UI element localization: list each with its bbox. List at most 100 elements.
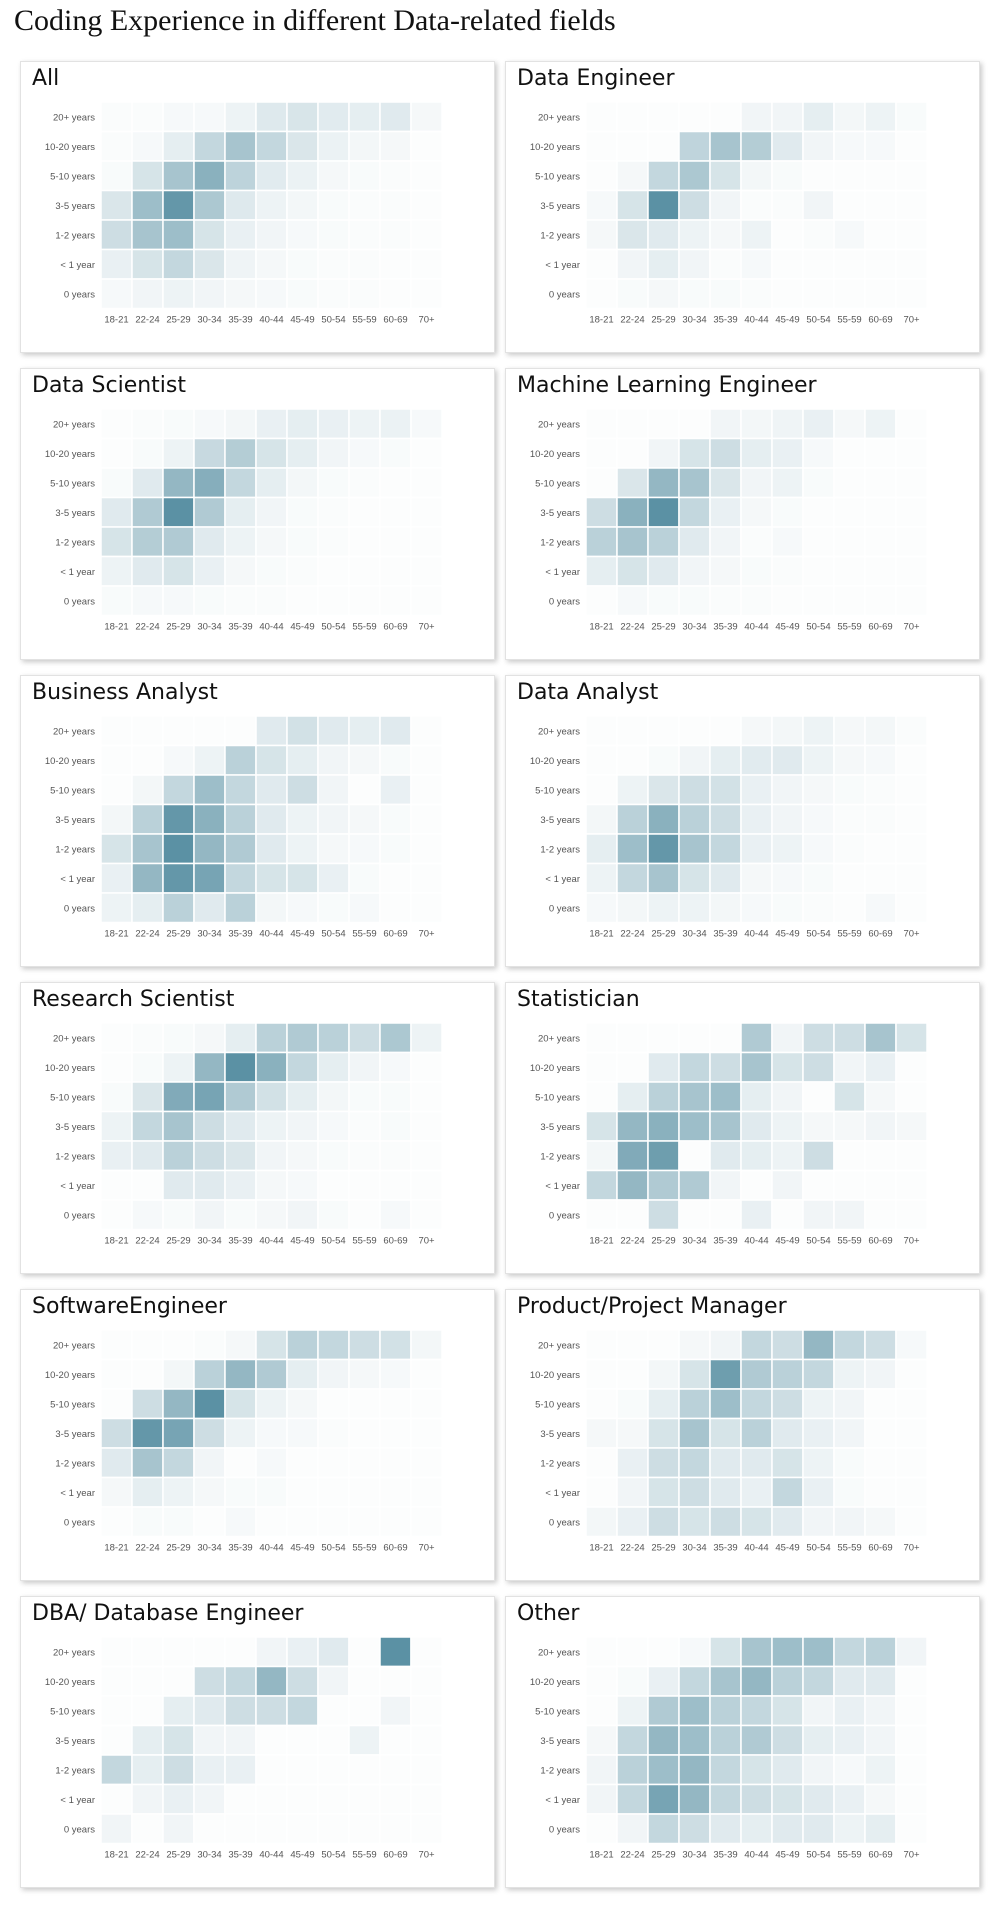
heatmap-cell bbox=[379, 1665, 412, 1697]
heatmap-cell bbox=[678, 1051, 711, 1083]
heatmap-cell bbox=[740, 1506, 773, 1538]
heatmap-panel: Product/Project Manager 20+ years 10-20 ye… bbox=[505, 1289, 980, 1581]
y-tick-label: 0 years bbox=[64, 289, 95, 300]
heatmap-cell bbox=[864, 1665, 897, 1697]
heatmap-cell bbox=[286, 1329, 319, 1361]
x-tick-label: 60-69 bbox=[383, 315, 407, 326]
heatmap-cell bbox=[286, 248, 319, 280]
x-tick-label: 22-24 bbox=[620, 1850, 644, 1861]
heatmap-svg: 20+ years 10-20 years 5-10 years 3-5 years 1… bbox=[45, 715, 443, 940]
x-tick-label: 70+ bbox=[418, 315, 435, 326]
heatmap-cell bbox=[131, 1140, 164, 1172]
heatmap-cell bbox=[379, 892, 412, 924]
heatmap-cell bbox=[585, 1388, 618, 1420]
heatmap-cell bbox=[647, 1140, 680, 1172]
heatmap-cell bbox=[709, 833, 742, 865]
x-tick-label: 60-69 bbox=[868, 1850, 892, 1861]
heatmap-cell bbox=[833, 1051, 866, 1083]
heatmap-cell bbox=[131, 1813, 164, 1845]
x-tick-label: 30-34 bbox=[682, 1543, 706, 1554]
heatmap-cell bbox=[616, 1476, 649, 1508]
heatmap-cell bbox=[286, 1140, 319, 1172]
y-tick-label: < 1 year bbox=[545, 260, 580, 271]
heatmap-cell bbox=[224, 437, 257, 469]
heatmap-cell bbox=[131, 189, 164, 221]
heatmap-cell bbox=[193, 1695, 226, 1727]
heatmap-cell bbox=[162, 585, 195, 617]
heatmap-cell bbox=[193, 892, 226, 924]
heatmap-cell bbox=[585, 1081, 618, 1113]
heatmap-cell bbox=[348, 744, 381, 776]
heatmap-cell bbox=[193, 248, 226, 280]
heatmap-cell bbox=[410, 1140, 443, 1172]
heatmap-cell bbox=[709, 189, 742, 221]
heatmap-cell bbox=[895, 278, 928, 310]
x-tick-label: 40-44 bbox=[744, 622, 768, 633]
heatmap-cell bbox=[709, 1199, 742, 1231]
heatmap-cell bbox=[647, 189, 680, 221]
heatmap-cell bbox=[802, 248, 835, 280]
heatmap-cell bbox=[709, 1476, 742, 1508]
heatmap-cell bbox=[286, 774, 319, 806]
x-tick-label: 18-21 bbox=[589, 622, 613, 633]
heatmap-cell bbox=[709, 101, 742, 133]
heatmap-cell bbox=[678, 1358, 711, 1390]
heatmap-cell bbox=[833, 1022, 866, 1054]
heatmap-cell bbox=[317, 467, 350, 499]
heatmap-cell bbox=[100, 101, 133, 133]
heatmap-cell bbox=[410, 1081, 443, 1113]
heatmap-cell bbox=[379, 1358, 412, 1390]
heatmap-cell bbox=[348, 715, 381, 747]
heatmap-cell bbox=[585, 130, 618, 162]
heatmap-cell bbox=[678, 862, 711, 894]
heatmap-cell bbox=[317, 1022, 350, 1054]
heatmap-cell bbox=[100, 1417, 133, 1449]
heatmap-cell bbox=[616, 467, 649, 499]
heatmap-cell bbox=[162, 1665, 195, 1697]
x-tick-label: 70+ bbox=[418, 1543, 435, 1554]
heatmap-cell bbox=[895, 1169, 928, 1201]
x-tick-label: 18-21 bbox=[104, 622, 128, 633]
heatmap-cell bbox=[740, 1476, 773, 1508]
heatmap-cell bbox=[348, 1665, 381, 1697]
heatmap-cell bbox=[616, 1022, 649, 1054]
heatmap-cell bbox=[286, 862, 319, 894]
heatmap-cell bbox=[100, 130, 133, 162]
heatmap-cell bbox=[864, 715, 897, 747]
heatmap-cell bbox=[771, 248, 804, 280]
heatmap-cell bbox=[317, 248, 350, 280]
heatmap-cell bbox=[647, 1199, 680, 1231]
heatmap-cell bbox=[379, 1636, 412, 1668]
heatmap-cell bbox=[162, 862, 195, 894]
heatmap-cell bbox=[616, 1724, 649, 1756]
x-tick-label: 40-44 bbox=[259, 315, 283, 326]
heatmap-cell bbox=[317, 219, 350, 251]
heatmap-cell bbox=[224, 833, 257, 865]
heatmap-cell bbox=[802, 1417, 835, 1449]
heatmap-cell bbox=[348, 803, 381, 835]
heatmap-cell bbox=[379, 189, 412, 221]
x-tick-label: 45-49 bbox=[775, 315, 799, 326]
heatmap-cell bbox=[802, 408, 835, 440]
heatmap-cell bbox=[833, 408, 866, 440]
heatmap-cell bbox=[255, 467, 288, 499]
heatmap-cell bbox=[802, 130, 835, 162]
heatmap-cell bbox=[647, 1022, 680, 1054]
heatmap-cell bbox=[410, 833, 443, 865]
heatmap-cell bbox=[864, 862, 897, 894]
heatmap-cell bbox=[864, 526, 897, 558]
y-tick-label: 0 years bbox=[64, 1210, 95, 1221]
heatmap-cell bbox=[647, 1447, 680, 1479]
heatmap-cell bbox=[131, 160, 164, 192]
heatmap-cell bbox=[647, 408, 680, 440]
heatmap-cell bbox=[348, 1506, 381, 1538]
heatmap-cell bbox=[286, 892, 319, 924]
heatmap-cell bbox=[348, 1169, 381, 1201]
heatmap-cell bbox=[286, 1022, 319, 1054]
heatmap-cell bbox=[193, 437, 226, 469]
heatmap-cell bbox=[131, 219, 164, 251]
heatmap-cell bbox=[255, 1754, 288, 1786]
heatmap-cell bbox=[771, 1417, 804, 1449]
x-tick-label: 22-24 bbox=[620, 1236, 644, 1247]
heatmap-cell bbox=[740, 1329, 773, 1361]
